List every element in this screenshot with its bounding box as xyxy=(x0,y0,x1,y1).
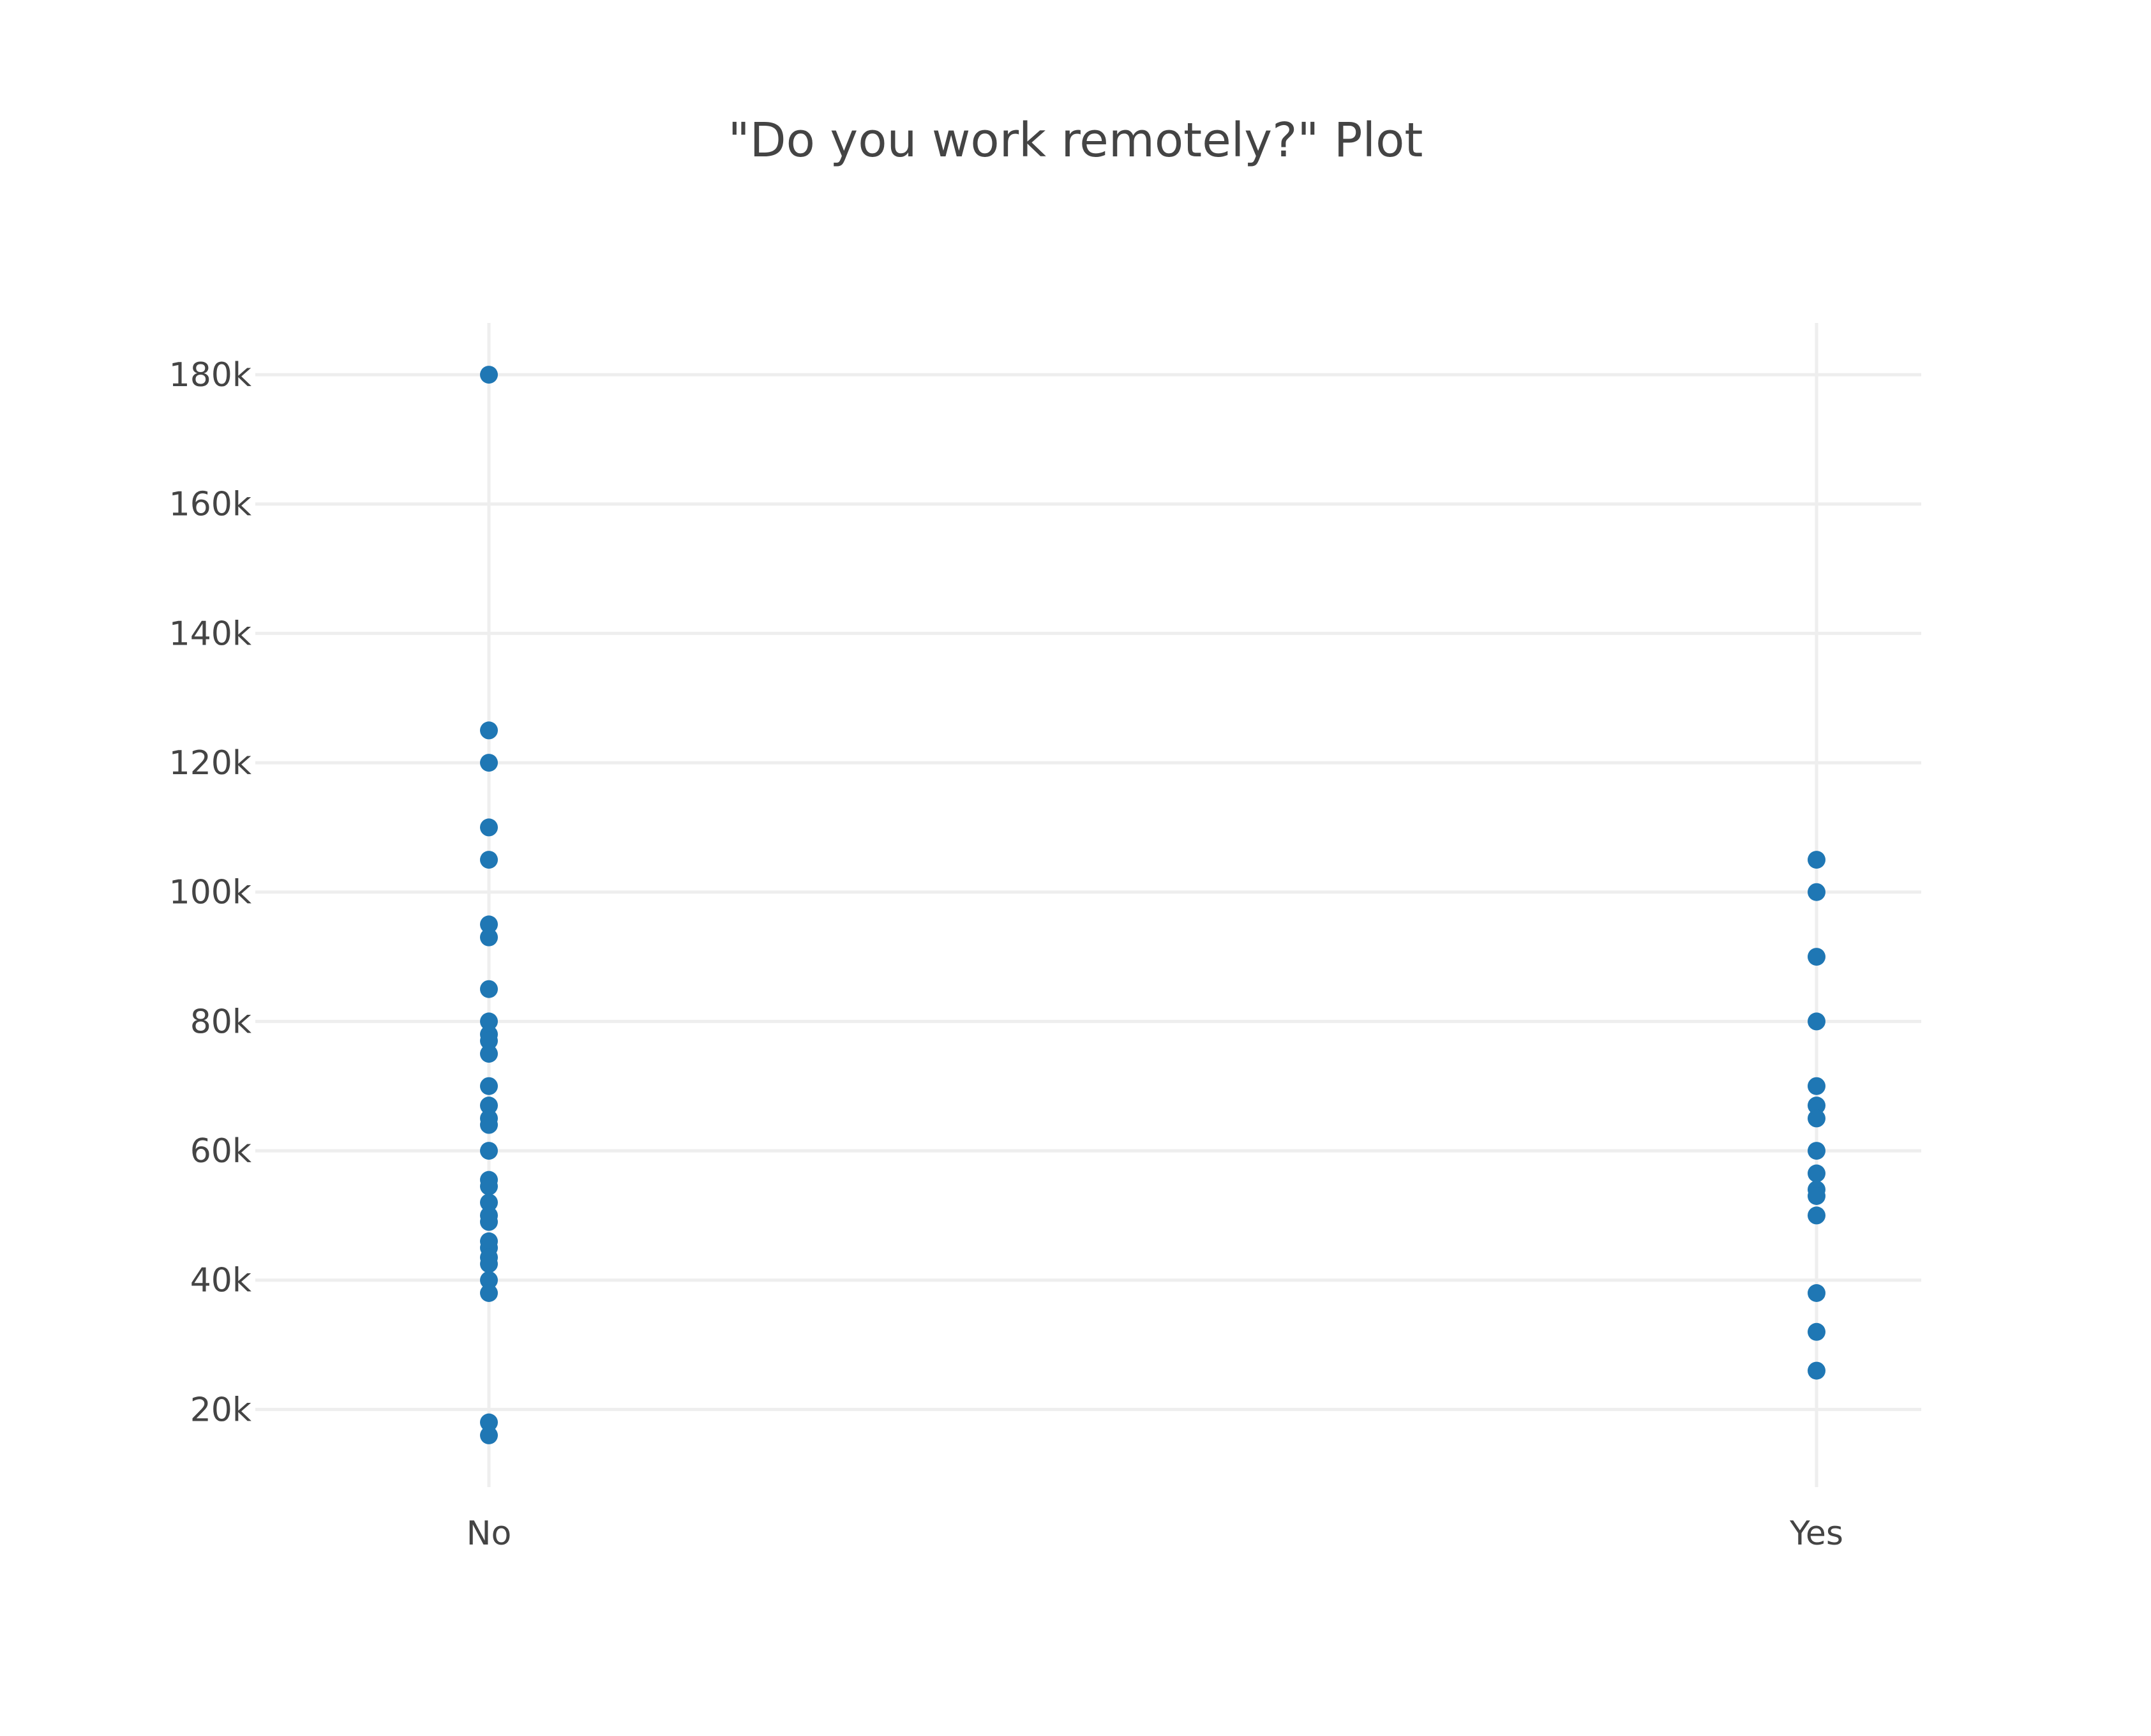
data-point xyxy=(480,1213,498,1231)
x-tick-label-yes: Yes xyxy=(1789,1515,1843,1553)
data-point xyxy=(480,1012,498,1031)
data-point xyxy=(1808,1096,1825,1115)
data-point xyxy=(480,851,498,869)
data-point xyxy=(480,915,498,934)
data-point xyxy=(1808,1322,1825,1341)
data-point xyxy=(480,818,498,837)
data-point xyxy=(1808,1012,1825,1031)
data-point xyxy=(1808,1109,1825,1128)
data-point xyxy=(480,1116,498,1134)
data-point xyxy=(480,1031,498,1050)
chart-title: "Do you work remotely?" Plot xyxy=(728,113,1423,168)
y-tick-label: 40k xyxy=(190,1262,251,1300)
data-point xyxy=(480,1271,498,1289)
data-point xyxy=(480,754,498,772)
data-point xyxy=(480,928,498,947)
data-point xyxy=(480,1194,498,1212)
data-point xyxy=(480,721,498,740)
data-point xyxy=(1808,1187,1825,1205)
data-point xyxy=(1808,851,1825,869)
axis-tick-labels: 20k 40k 60k 80k 100k 120k 140k 160k 180k No Yes xyxy=(169,356,1843,1553)
data-point xyxy=(480,1077,498,1095)
y-tick-label: 80k xyxy=(190,1003,251,1041)
y-tick-label: 140k xyxy=(169,615,251,653)
data-point xyxy=(480,1096,498,1115)
data-point xyxy=(1808,1164,1825,1183)
data-point xyxy=(1808,948,1825,966)
data-point xyxy=(1808,1077,1825,1095)
data-point xyxy=(1808,1142,1825,1160)
y-tick-label: 120k xyxy=(169,744,251,782)
data-point xyxy=(1808,883,1825,901)
data-point xyxy=(480,1142,498,1160)
data-point xyxy=(480,366,498,384)
x-tick-label-no: No xyxy=(467,1515,512,1553)
data-points xyxy=(480,366,1825,1444)
y-tick-label: 60k xyxy=(190,1132,251,1171)
data-point xyxy=(480,1284,498,1302)
data-point xyxy=(480,1413,498,1432)
data-point xyxy=(480,1255,498,1273)
data-point xyxy=(480,980,498,998)
data-point xyxy=(1808,1284,1825,1302)
data-point xyxy=(480,1045,498,1063)
y-tick-label: 100k xyxy=(169,874,251,912)
y-tick-label: 160k xyxy=(169,486,251,524)
data-point xyxy=(480,1426,498,1444)
y-tick-label: 20k xyxy=(190,1391,251,1429)
data-point xyxy=(1808,1361,1825,1380)
gridlines xyxy=(255,323,1921,1487)
data-point xyxy=(480,1177,498,1195)
data-point xyxy=(1808,1206,1825,1225)
y-tick-label: 180k xyxy=(169,356,251,394)
